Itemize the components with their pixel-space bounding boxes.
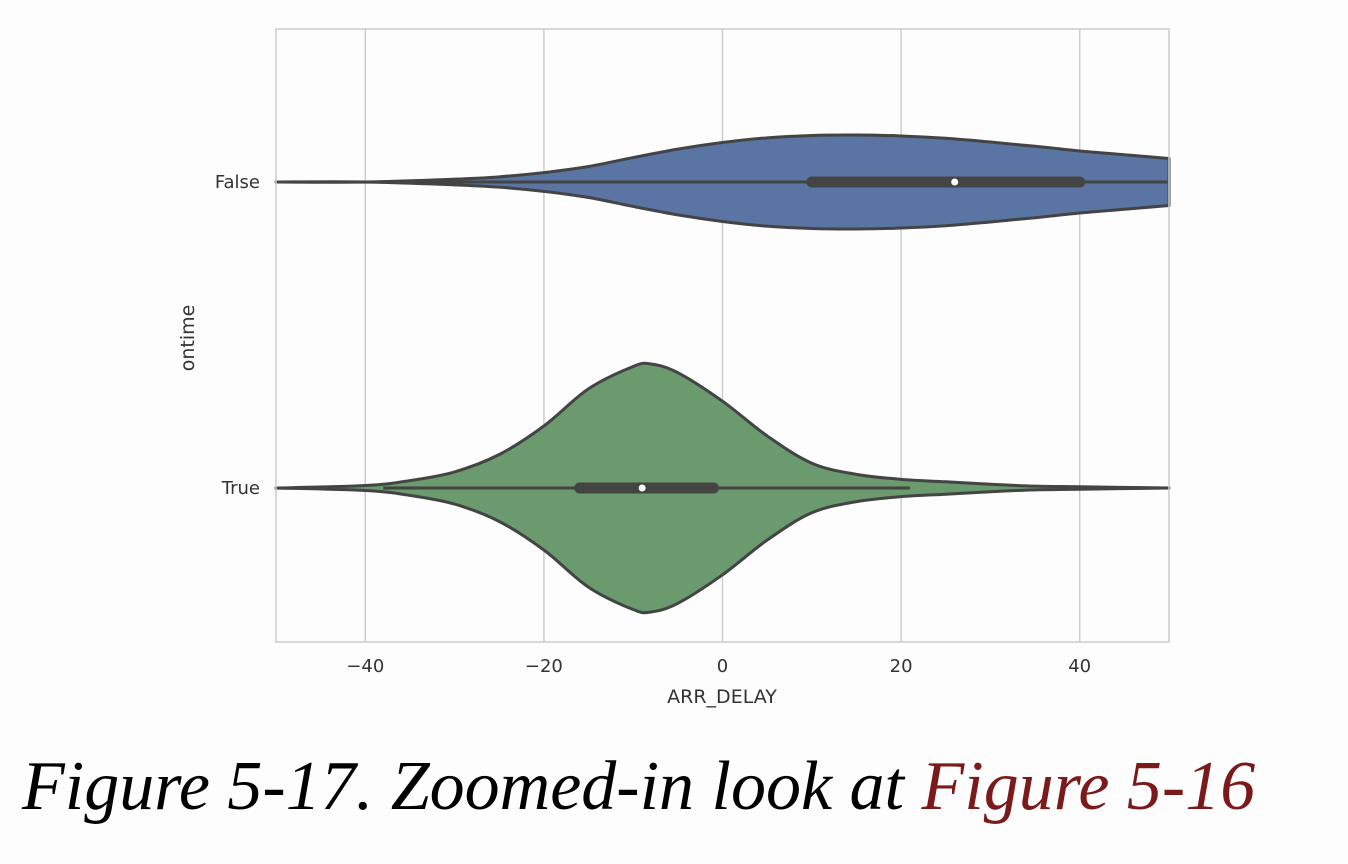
- violins: [274, 133, 1171, 615]
- x-tick-label: −40: [346, 656, 384, 677]
- violin-chart: −40 −20 0 20 40 False True ARR_DELAY ontime: [177, 28, 1171, 708]
- x-tick-label: 40: [1068, 656, 1091, 677]
- y-tick-label: False: [215, 172, 260, 193]
- figure-caption: Figure 5-17. Zoomed-in look at Figure 5-…: [22, 752, 1255, 822]
- caption-text: Figure 5-17. Zoomed-in look at: [22, 748, 922, 825]
- y-axis-label: ontime: [177, 305, 199, 372]
- violin-median-point: [951, 178, 959, 186]
- violin-median-point: [638, 484, 646, 492]
- x-tick-label: −20: [525, 656, 563, 677]
- x-tick-label: 20: [890, 656, 913, 677]
- caption-figure-link[interactable]: Figure 5-16: [921, 748, 1256, 825]
- x-axis-label: ARR_DELAY: [667, 686, 777, 708]
- plot-frame: [275, 28, 1170, 643]
- tick-labels: −40 −20 0 20 40 False True: [215, 172, 1091, 677]
- y-tick-label: True: [221, 478, 260, 499]
- x-tick-label: 0: [717, 656, 728, 677]
